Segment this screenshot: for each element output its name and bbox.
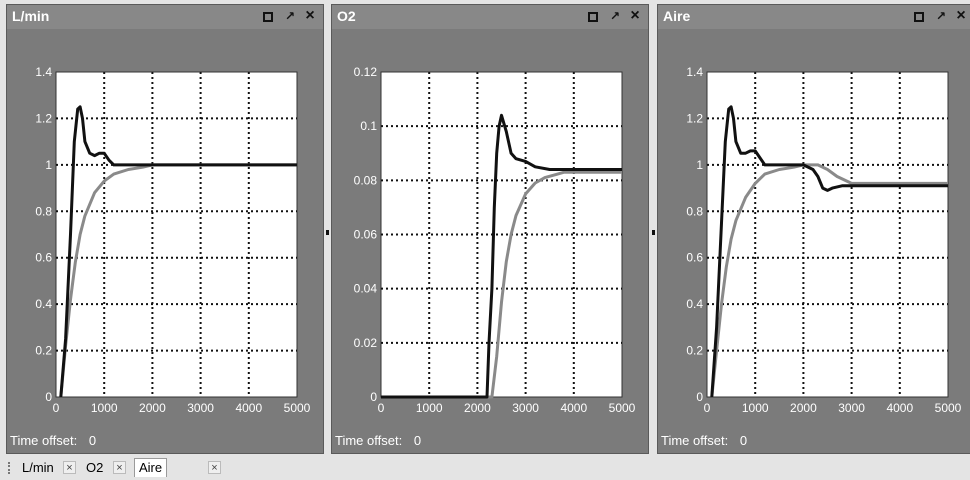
time-offset-value: 0 bbox=[413, 433, 422, 448]
x-tick-label: 4000 bbox=[235, 401, 262, 415]
y-tick-label: 0.12 bbox=[354, 65, 378, 79]
x-tick-label: 3000 bbox=[838, 401, 865, 415]
x-tick-label: 5000 bbox=[284, 401, 311, 415]
y-tick-label: 0 bbox=[696, 390, 703, 404]
x-tick-label: 0 bbox=[704, 401, 711, 415]
close-icon[interactable]: × bbox=[630, 7, 640, 24]
y-tick-label: 0.2 bbox=[35, 344, 52, 358]
maximize-icon[interactable] bbox=[914, 12, 924, 22]
close-icon[interactable]: × bbox=[305, 7, 315, 24]
y-tick-label: 0 bbox=[45, 390, 52, 404]
time-offset: Time offset: 0 bbox=[10, 433, 104, 448]
x-tick-label: 0 bbox=[53, 401, 60, 415]
window-titlebar[interactable]: O2 ↗ × bbox=[332, 5, 648, 29]
plot-area: 0 1000 2000 3000 4000 5000 0 0.2 0.4 0.6 0.8 1 1.2 1.… bbox=[7, 29, 325, 434]
y-tick-label: 0.4 bbox=[686, 297, 703, 311]
x-tick-label: 3000 bbox=[187, 401, 214, 415]
y-tick-label: 0.04 bbox=[354, 282, 378, 296]
maximize-icon[interactable] bbox=[263, 12, 273, 22]
series-line bbox=[710, 163, 948, 398]
tab-aire[interactable]: Aire bbox=[134, 458, 168, 477]
tab-label: Aire bbox=[139, 460, 163, 475]
y-tick-label: 1 bbox=[45, 158, 52, 172]
tab-label: L/min bbox=[22, 460, 54, 475]
window-titlebar[interactable]: Aire ↗ × bbox=[658, 5, 970, 29]
y-tick-label: 1.4 bbox=[686, 65, 703, 79]
y-tick-label: 0.4 bbox=[35, 297, 52, 311]
x-tick-label: 1000 bbox=[91, 401, 118, 415]
x-tick-label: 1000 bbox=[416, 401, 443, 415]
y-tick-label: 0.1 bbox=[360, 119, 377, 133]
x-tick-label: 4000 bbox=[560, 401, 587, 415]
x-tick-label: 2000 bbox=[790, 401, 817, 415]
close-icon[interactable]: × bbox=[956, 7, 966, 24]
line-chart-lmin: 0 1000 2000 3000 4000 5000 0 0.2 0.4 0.6 0.8 1 1.2 1.… bbox=[35, 65, 311, 415]
window-title: L/min bbox=[12, 8, 50, 24]
y-tick-label: 0.6 bbox=[35, 251, 52, 265]
time-offset-value: 0 bbox=[88, 433, 97, 448]
pin-arrow-icon[interactable]: ↗ bbox=[609, 9, 621, 23]
tab-bar: L/min × O2 × Aire × bbox=[0, 456, 970, 480]
x-tick-label: 1000 bbox=[742, 401, 769, 415]
grip-handle[interactable] bbox=[8, 462, 12, 474]
scope-window-o2[interactable]: O2 ↗ × 0 1000 2000 3000 4000 5000 0 0.02 0.04 0.0… bbox=[331, 4, 649, 454]
x-tick-label: 2000 bbox=[464, 401, 491, 415]
tab-label: O2 bbox=[86, 460, 104, 475]
window-titlebar[interactable]: L/min ↗ × bbox=[7, 5, 323, 29]
series-line bbox=[59, 163, 297, 398]
plot-background bbox=[706, 71, 949, 398]
y-tick-label: 0.2 bbox=[686, 344, 703, 358]
plot-area: 0 1000 2000 3000 4000 5000 0 0.02 0.04 0.06 0.08 0.… bbox=[332, 29, 650, 434]
series-line bbox=[710, 105, 948, 398]
time-offset-label: Time offset: bbox=[661, 433, 729, 448]
y-tick-label: 1 bbox=[696, 158, 703, 172]
series-line bbox=[381, 170, 622, 399]
y-tick-label: 0.6 bbox=[686, 251, 703, 265]
splitter-handle[interactable] bbox=[326, 230, 329, 235]
y-tick-label: 1.4 bbox=[35, 65, 52, 79]
x-tick-label: 3000 bbox=[512, 401, 539, 415]
y-tick-label: 0.02 bbox=[354, 336, 378, 350]
y-tick-label: 0 bbox=[370, 390, 377, 404]
tab-lmin[interactable]: L/min bbox=[18, 459, 58, 477]
y-tick-label: 0.8 bbox=[686, 204, 703, 218]
time-offset: Time offset: 0 bbox=[661, 433, 755, 448]
window-title: Aire bbox=[663, 8, 691, 24]
y-tick-label: 1.2 bbox=[686, 111, 703, 125]
plot-background bbox=[55, 71, 298, 398]
x-tick-label: 0 bbox=[378, 401, 385, 415]
x-tick-label: 5000 bbox=[609, 401, 636, 415]
line-chart-o2: 0 1000 2000 3000 4000 5000 0 0.02 0.04 0.06 0.08 0.… bbox=[354, 65, 636, 415]
x-tick-label: 4000 bbox=[886, 401, 913, 415]
scope-window-aire[interactable]: Aire ↗ × 0 1000 2000 3000 4000 5000 0 0.2 0.4 0.6… bbox=[657, 4, 970, 454]
x-tick-label: 5000 bbox=[935, 401, 962, 415]
pin-arrow-icon[interactable]: ↗ bbox=[284, 9, 296, 23]
time-offset-value: 0 bbox=[739, 433, 748, 448]
plot-area: 0 1000 2000 3000 4000 5000 0 0.2 0.4 0.6 0.8 1 1.2 1.… bbox=[658, 29, 970, 434]
time-offset-label: Time offset: bbox=[10, 433, 78, 448]
x-tick-label: 2000 bbox=[139, 401, 166, 415]
pin-arrow-icon[interactable]: ↗ bbox=[935, 9, 947, 23]
time-offset: Time offset: 0 bbox=[335, 433, 429, 448]
y-tick-label: 0.8 bbox=[35, 204, 52, 218]
y-tick-label: 0.08 bbox=[354, 173, 378, 187]
tab-close-icon[interactable]: × bbox=[208, 461, 221, 474]
scope-window-lmin[interactable]: L/min ↗ × 0 1000 2000 3000 4000 5000 0 0.2 0.4 0.… bbox=[6, 4, 324, 454]
tab-close-icon[interactable]: × bbox=[63, 461, 76, 474]
time-offset-label: Time offset: bbox=[335, 433, 403, 448]
window-title: O2 bbox=[337, 8, 356, 24]
series-line bbox=[381, 113, 622, 399]
tab-close-icon[interactable]: × bbox=[113, 461, 126, 474]
tab-o2[interactable]: O2 bbox=[82, 459, 107, 477]
series-line bbox=[59, 105, 297, 398]
y-tick-label: 1.2 bbox=[35, 111, 52, 125]
y-tick-label: 0.06 bbox=[354, 228, 378, 242]
maximize-icon[interactable] bbox=[588, 12, 598, 22]
line-chart-aire: 0 1000 2000 3000 4000 5000 0 0.2 0.4 0.6 0.8 1 1.2 1.… bbox=[686, 65, 962, 415]
splitter-handle[interactable] bbox=[652, 230, 655, 235]
